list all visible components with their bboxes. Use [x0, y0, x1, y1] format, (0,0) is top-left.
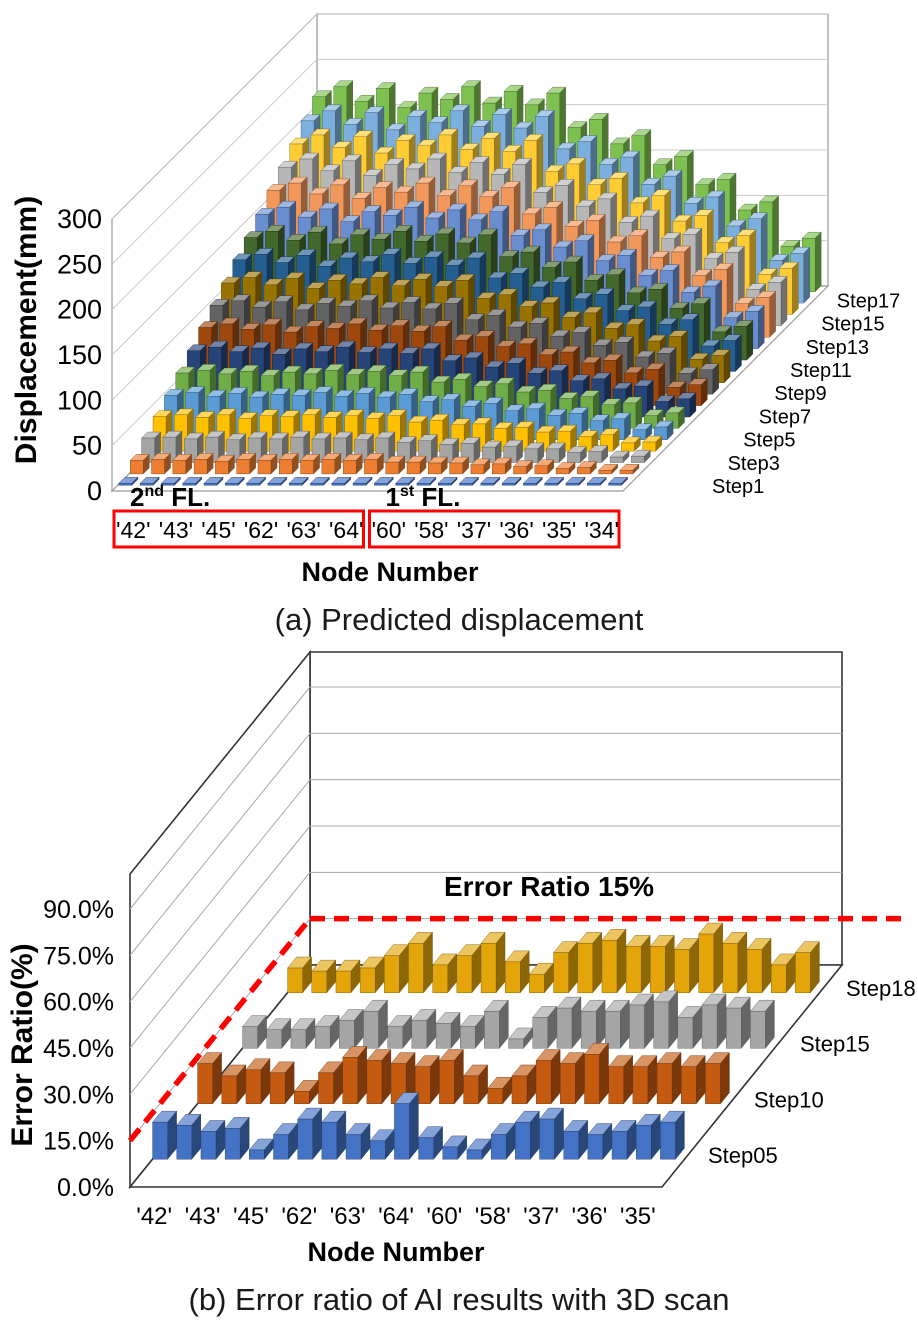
value-tick-labels: 0 50 100 150 200 250 300 [57, 204, 102, 506]
value-tick-label: 200 [57, 295, 102, 325]
category-label: '62' [244, 517, 278, 543]
category-label: '64' [378, 1203, 414, 1230]
caption-b: (b) Error ratio of AI results with 3D sc… [188, 1282, 730, 1317]
category-label: '43' [185, 1203, 221, 1230]
category-label: '45' [201, 517, 235, 543]
series-label: Step05 [708, 1143, 778, 1168]
floor-group-box [368, 509, 621, 549]
category-label: '64' [329, 517, 363, 543]
series-label: Step15 [821, 314, 884, 336]
category-labels: '42' '43' '45' '62' '63' '64' '60' '58' '37' '36'… [136, 1203, 655, 1230]
series-labels: Step1Step3Step5Step7Step9Step11Step13Ste… [712, 290, 900, 498]
floor-group-boxes: 2nd FL. 1st FL. [112, 482, 621, 549]
series-label: Step10 [754, 1087, 824, 1112]
category-label: '42' [116, 517, 150, 543]
series-label: Step5 [743, 430, 795, 452]
series-label: Step9 [774, 383, 826, 405]
category-label: '42' [136, 1203, 172, 1230]
floor-group-label: 2nd FL. [130, 482, 210, 512]
category-label: '36' [499, 517, 533, 543]
category-label: '36' [572, 1203, 608, 1230]
bars-Step15 [242, 990, 775, 1049]
value-tick-label: 250 [57, 249, 102, 279]
category-label: '58' [475, 1203, 511, 1230]
category-labels: '42' '43' '45' '62' '63' '64' '60' '58' '37' '36'… [116, 517, 619, 543]
value-tick-label: 45.0% [43, 1035, 114, 1063]
floor-group-box [112, 509, 365, 549]
predicted-displacement-chart: 050100150200250300Step1Step3Step5Step7St… [10, 12, 900, 587]
series-label: Step13 [806, 337, 869, 359]
series-label: Step15 [800, 1032, 870, 1057]
value-tick-label: 300 [57, 204, 102, 234]
series-label: Step11 [790, 360, 852, 382]
category-label: '60' [372, 517, 406, 543]
value-tick-label: 0 [87, 476, 102, 506]
category-label: '37' [523, 1203, 559, 1230]
category-label: '58' [414, 517, 448, 543]
category-axis-title: Node Number [307, 1237, 485, 1267]
threshold-line [127, 915, 905, 1143]
series-label: Step18 [846, 976, 916, 1001]
floor-group-label: 1st FL. [386, 482, 461, 512]
series-labels: Step05 Step10 Step15 Step18 [708, 976, 916, 1168]
value-tick-label: 150 [57, 340, 102, 370]
category-label: '34' [585, 517, 619, 543]
category-label: '43' [159, 517, 193, 543]
bars-Step10 [197, 1042, 730, 1105]
value-tick-label: 30.0% [43, 1081, 114, 1109]
category-axis-title: Node Number [301, 557, 479, 587]
error-ratio-chart: 0.0%15.0%30.0%45.0%60.0%75.0%90.0%Error … [6, 649, 916, 1267]
category-label: '60' [426, 1203, 462, 1230]
category-label: '35' [542, 517, 576, 543]
caption-a: (a) Predicted displacement [274, 602, 644, 637]
category-label: '63' [286, 517, 320, 543]
value-axis-title: Displacement(mm) [10, 196, 43, 464]
value-tick-label: 15.0% [43, 1128, 114, 1156]
value-tick-label: 75.0% [43, 942, 114, 970]
category-label: '45' [233, 1203, 269, 1230]
bars-Step1 [118, 476, 629, 486]
bars-Step2 [129, 452, 640, 475]
value-tick-label: 100 [57, 385, 102, 415]
category-label: '62' [281, 1203, 317, 1230]
value-tick-label: 50 [72, 431, 102, 461]
value-tick-label: 90.0% [43, 896, 114, 924]
bars-Step05 [152, 1092, 685, 1160]
category-label: '35' [620, 1203, 656, 1230]
bars-Step18 [287, 922, 820, 994]
series-label: Step7 [759, 406, 811, 428]
threshold-label: Error Ratio 15% [444, 871, 654, 902]
value-tick-label: 0.0% [57, 1174, 114, 1202]
category-label: '37' [457, 517, 491, 543]
value-tick-label: 60.0% [43, 989, 114, 1017]
series-label: Step1 [712, 476, 764, 498]
value-tick-labels: 0.0% 15.0% 30.0% 45.0% 60.0% 75.0% 90.0% [43, 896, 114, 1202]
category-label: '63' [330, 1203, 366, 1230]
series-label: Step17 [837, 290, 900, 312]
value-axis-title: Error Ratio(%) [6, 943, 39, 1146]
series-label: Step3 [728, 453, 780, 475]
